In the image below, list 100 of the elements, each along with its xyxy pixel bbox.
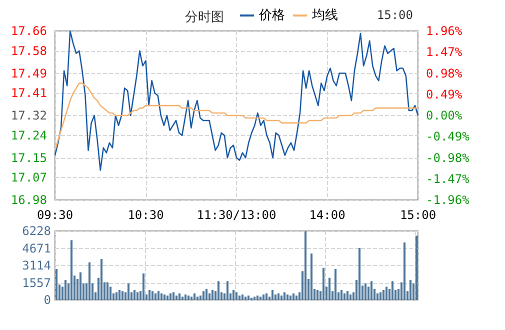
bar (296, 296, 298, 300)
bar (100, 259, 102, 300)
y-tick-label: 4671 (22, 241, 51, 256)
bar (196, 296, 198, 300)
bar (70, 240, 72, 300)
bar (284, 292, 286, 300)
bar (122, 291, 124, 300)
y-tick-label: 17.32 (10, 108, 47, 122)
y-tick-label: 17.49 (10, 66, 47, 80)
bar (236, 292, 238, 300)
bar (178, 293, 180, 300)
bar (340, 290, 342, 300)
bar (346, 291, 348, 300)
line-series (54, 82, 419, 151)
bar (392, 281, 394, 300)
bar (206, 288, 208, 300)
bar (158, 291, 160, 300)
text: 15:00 (376, 8, 413, 22)
bar (382, 290, 384, 300)
bar (184, 294, 186, 300)
bar (56, 268, 58, 300)
y-tick-label: 3114 (22, 258, 51, 272)
bar (260, 296, 262, 300)
y-tick-label: 0 (44, 293, 51, 307)
bar (106, 282, 108, 300)
bar (182, 296, 184, 300)
bar (148, 290, 150, 300)
bar (254, 296, 256, 300)
bar (404, 242, 406, 300)
bar (304, 231, 306, 300)
bar (170, 293, 172, 300)
legend-label: 价格 (258, 8, 285, 23)
bar (202, 291, 204, 300)
y-tick-label: 6228 (22, 224, 51, 238)
bar (280, 296, 282, 300)
bar (272, 290, 274, 300)
y2-tick-label: 0.00% (426, 108, 463, 122)
x-tick-label: 14:00 (309, 208, 346, 222)
bar (194, 293, 196, 300)
y-tick-label: 17.66 (10, 24, 47, 38)
y-tick-label: 17.15 (10, 150, 47, 165)
bar (142, 273, 144, 300)
bar (160, 293, 162, 300)
y-tick-label: 17.24 (10, 128, 47, 142)
y2-tick-label: 1.47% (426, 45, 463, 60)
bar (380, 292, 382, 300)
bar (286, 294, 288, 300)
bar (154, 293, 156, 300)
y2-tick-label: 0.98% (426, 66, 463, 80)
bar (290, 296, 292, 300)
x-tick-label: 15:00 (400, 208, 436, 222)
bar (226, 281, 228, 300)
bar (278, 293, 280, 300)
bar (370, 281, 372, 300)
bar (310, 253, 312, 300)
bar (110, 286, 112, 300)
y2-tick-label: 0.49% (426, 87, 463, 102)
bar (80, 272, 82, 300)
y-tick-label: 17.58 (10, 44, 47, 58)
bar (266, 293, 268, 300)
bar (328, 278, 330, 300)
y2-tick-label: -0.98% (426, 150, 470, 165)
chart-title: 分时图 (185, 10, 224, 25)
bar (350, 294, 352, 300)
bar (322, 268, 324, 300)
bar (164, 294, 166, 300)
y-tick-label: 17.07 (10, 170, 47, 185)
y2-tick-label: 1.96% (426, 24, 463, 38)
bar (136, 292, 138, 300)
bar (262, 294, 264, 300)
bar (212, 290, 214, 300)
bar (292, 293, 294, 300)
bar (242, 294, 244, 300)
bar (172, 292, 174, 300)
y-tick-label: 1557 (22, 276, 51, 290)
bar (116, 292, 118, 300)
y2-tick-label: -1.96% (426, 193, 470, 207)
y-tick-label: 17.41 (10, 86, 47, 100)
bar (176, 296, 178, 300)
bar (238, 296, 240, 300)
bar (64, 280, 66, 300)
bar (386, 286, 388, 300)
y2-tick-label: -0.49% (426, 130, 470, 144)
x-tick-label: 09:30 (36, 208, 74, 222)
x-tick-label: 11:30/13:00 (196, 208, 276, 222)
bar (410, 280, 412, 300)
bar (152, 291, 154, 300)
y-tick-label: 16.98 (10, 193, 47, 207)
bar (88, 262, 90, 300)
bar (416, 236, 418, 300)
x-tick-label: 10:30 (128, 208, 164, 222)
bar (208, 293, 210, 300)
bar (364, 283, 366, 300)
bar (248, 296, 250, 300)
bar (134, 290, 136, 300)
bar (256, 296, 258, 300)
legend-label: 均线 (311, 8, 338, 23)
bar (232, 290, 234, 300)
bar (344, 293, 346, 300)
bar (274, 294, 276, 300)
